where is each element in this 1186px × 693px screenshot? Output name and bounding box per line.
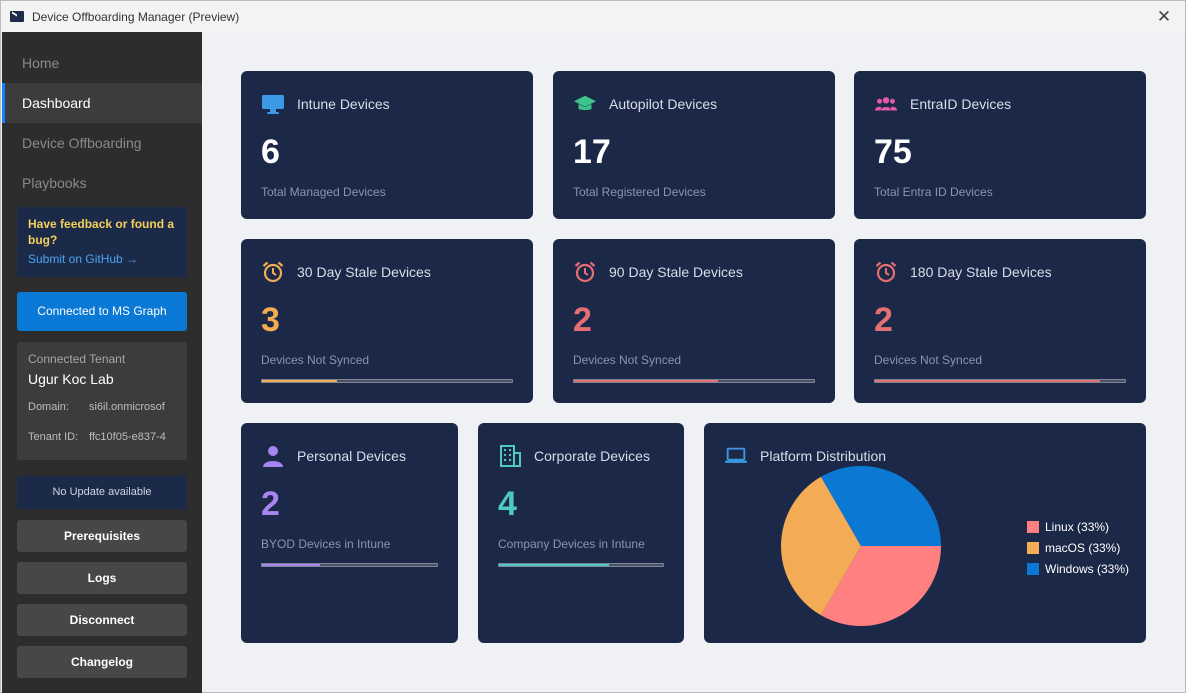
users-icon <box>874 93 898 115</box>
corporate-devices-card: Corporate Devices 4 Company Devices in I… <box>478 423 684 643</box>
card-value: 4 <box>498 485 517 523</box>
github-link[interactable]: Submit on GitHub → <box>28 252 139 266</box>
card-title: EntraID Devices <box>910 96 1012 112</box>
title-bar: Device Offboarding Manager (Preview) ✕ <box>1 1 1185 32</box>
disconnect-button[interactable]: Disconnect <box>17 604 187 636</box>
legend-swatch <box>1027 542 1039 554</box>
close-icon[interactable]: ✕ <box>1156 7 1172 26</box>
card-value: 2 <box>573 301 592 339</box>
card-title: Autopilot Devices <box>609 96 718 112</box>
pie-slice-linux <box>821 546 941 626</box>
building-icon <box>498 445 522 467</box>
alarm-clock-icon <box>874 261 898 283</box>
update-status: No Update available <box>17 476 187 509</box>
intune-devices-card: Intune Devices 6 Total Managed Devices <box>241 71 533 219</box>
card-title: Corporate Devices <box>534 448 650 464</box>
prerequisites-button[interactable]: Prerequisites <box>17 520 187 552</box>
progress-bar <box>261 379 513 383</box>
alarm-clock-icon <box>261 261 285 283</box>
card-subtitle: Devices Not Synced <box>874 353 983 367</box>
card-title: 30 Day Stale Devices <box>297 264 431 280</box>
tenant-domain-row: Domain: si6il.onmicrosof <box>28 401 176 413</box>
chart-legend: Linux (33%) macOS (33%) Windows (33%) <box>1027 520 1129 583</box>
nav-item-playbooks[interactable]: Playbooks <box>22 175 87 191</box>
card-subtitle: Devices Not Synced <box>261 353 370 367</box>
platform-distribution-card: Platform Distribution Linux (33%) macOS … <box>704 423 1146 643</box>
domain-label: Domain: <box>28 401 69 413</box>
card-title: Personal Devices <box>297 448 406 464</box>
legend-label: Windows (33%) <box>1045 562 1130 576</box>
tenant-label: Connected Tenant <box>28 352 126 366</box>
nav-item-dashboard[interactable]: Dashboard <box>2 83 202 123</box>
pie-slice-macos <box>781 476 861 616</box>
card-subtitle: BYOD Devices in Intune <box>261 537 391 551</box>
autopilot-devices-card: Autopilot Devices 17 Total Registered De… <box>553 71 835 219</box>
domain-value: si6il.onmicrosof <box>89 401 165 413</box>
tenant-id-row: Tenant ID: ffc10f05-e837-4 <box>28 431 176 443</box>
feedback-title: Have feedback or found a bug? <box>28 217 175 247</box>
entraid-devices-card: EntraID Devices 75 Total Entra ID Device… <box>854 71 1146 219</box>
graduation-cap-icon <box>573 93 597 115</box>
card-value: 75 <box>874 133 912 171</box>
legend-label: Linux (33%) <box>1045 520 1110 534</box>
legend-item: macOS (33%) <box>1027 541 1129 555</box>
card-value: 2 <box>874 301 893 339</box>
tenant-id-label: Tenant ID: <box>28 431 79 443</box>
card-subtitle: Company Devices in Intune <box>498 537 645 551</box>
card-title: 90 Day Stale Devices <box>609 264 743 280</box>
logs-button[interactable]: Logs <box>17 562 187 594</box>
tenant-name: Ugur Koc Lab <box>28 371 114 387</box>
monitor-icon <box>261 93 285 115</box>
card-value: 2 <box>261 485 280 523</box>
card-subtitle: Devices Not Synced <box>573 353 682 367</box>
nav-item-device-offboarding[interactable]: Device Offboarding <box>22 135 142 151</box>
stale-180-card: 180 Day Stale Devices 2 Devices Not Sync… <box>854 239 1146 403</box>
laptop-icon <box>724 445 748 467</box>
card-subtitle: Total Managed Devices <box>261 185 386 199</box>
card-title: Platform Distribution <box>760 448 887 464</box>
legend-swatch <box>1027 521 1039 533</box>
legend-swatch <box>1027 563 1039 575</box>
progress-bar <box>261 563 438 567</box>
nav-item-home[interactable]: Home <box>22 55 60 71</box>
personal-devices-card: Personal Devices 2 BYOD Devices in Intun… <box>241 423 458 643</box>
tenant-id-value: ffc10f05-e837-4 <box>89 431 166 443</box>
pie-slice-windows <box>821 466 941 546</box>
platform-pie-chart <box>781 466 941 626</box>
progress-bar <box>874 379 1126 383</box>
progress-bar <box>498 563 664 567</box>
stale-90-card: 90 Day Stale Devices 2 Devices Not Synce… <box>553 239 835 403</box>
alarm-clock-icon <box>573 261 597 283</box>
powershell-icon <box>10 11 24 22</box>
sidebar: Home Dashboard Device Offboarding Playbo… <box>2 32 202 693</box>
progress-bar <box>573 379 815 383</box>
connected-button[interactable]: Connected to MS Graph <box>17 292 187 331</box>
card-value: 17 <box>573 133 611 171</box>
person-icon <box>261 445 285 467</box>
changelog-button[interactable]: Changelog <box>17 646 187 678</box>
legend-label: macOS (33%) <box>1045 541 1121 555</box>
tenant-info: Connected Tenant Ugur Koc Lab Domain: si… <box>17 342 187 460</box>
card-subtitle: Total Entra ID Devices <box>874 185 993 199</box>
card-title: Intune Devices <box>297 96 390 112</box>
card-value: 3 <box>261 301 280 339</box>
stale-30-card: 30 Day Stale Devices 3 Devices Not Synce… <box>241 239 533 403</box>
card-subtitle: Total Registered Devices <box>573 185 706 199</box>
legend-item: Linux (33%) <box>1027 520 1129 534</box>
card-value: 6 <box>261 133 280 171</box>
legend-item: Windows (33%) <box>1027 562 1129 576</box>
feedback-box: Have feedback or found a bug? Submit on … <box>17 207 187 277</box>
window-title: Device Offboarding Manager (Preview) <box>32 9 240 24</box>
card-title: 180 Day Stale Devices <box>910 264 1052 280</box>
